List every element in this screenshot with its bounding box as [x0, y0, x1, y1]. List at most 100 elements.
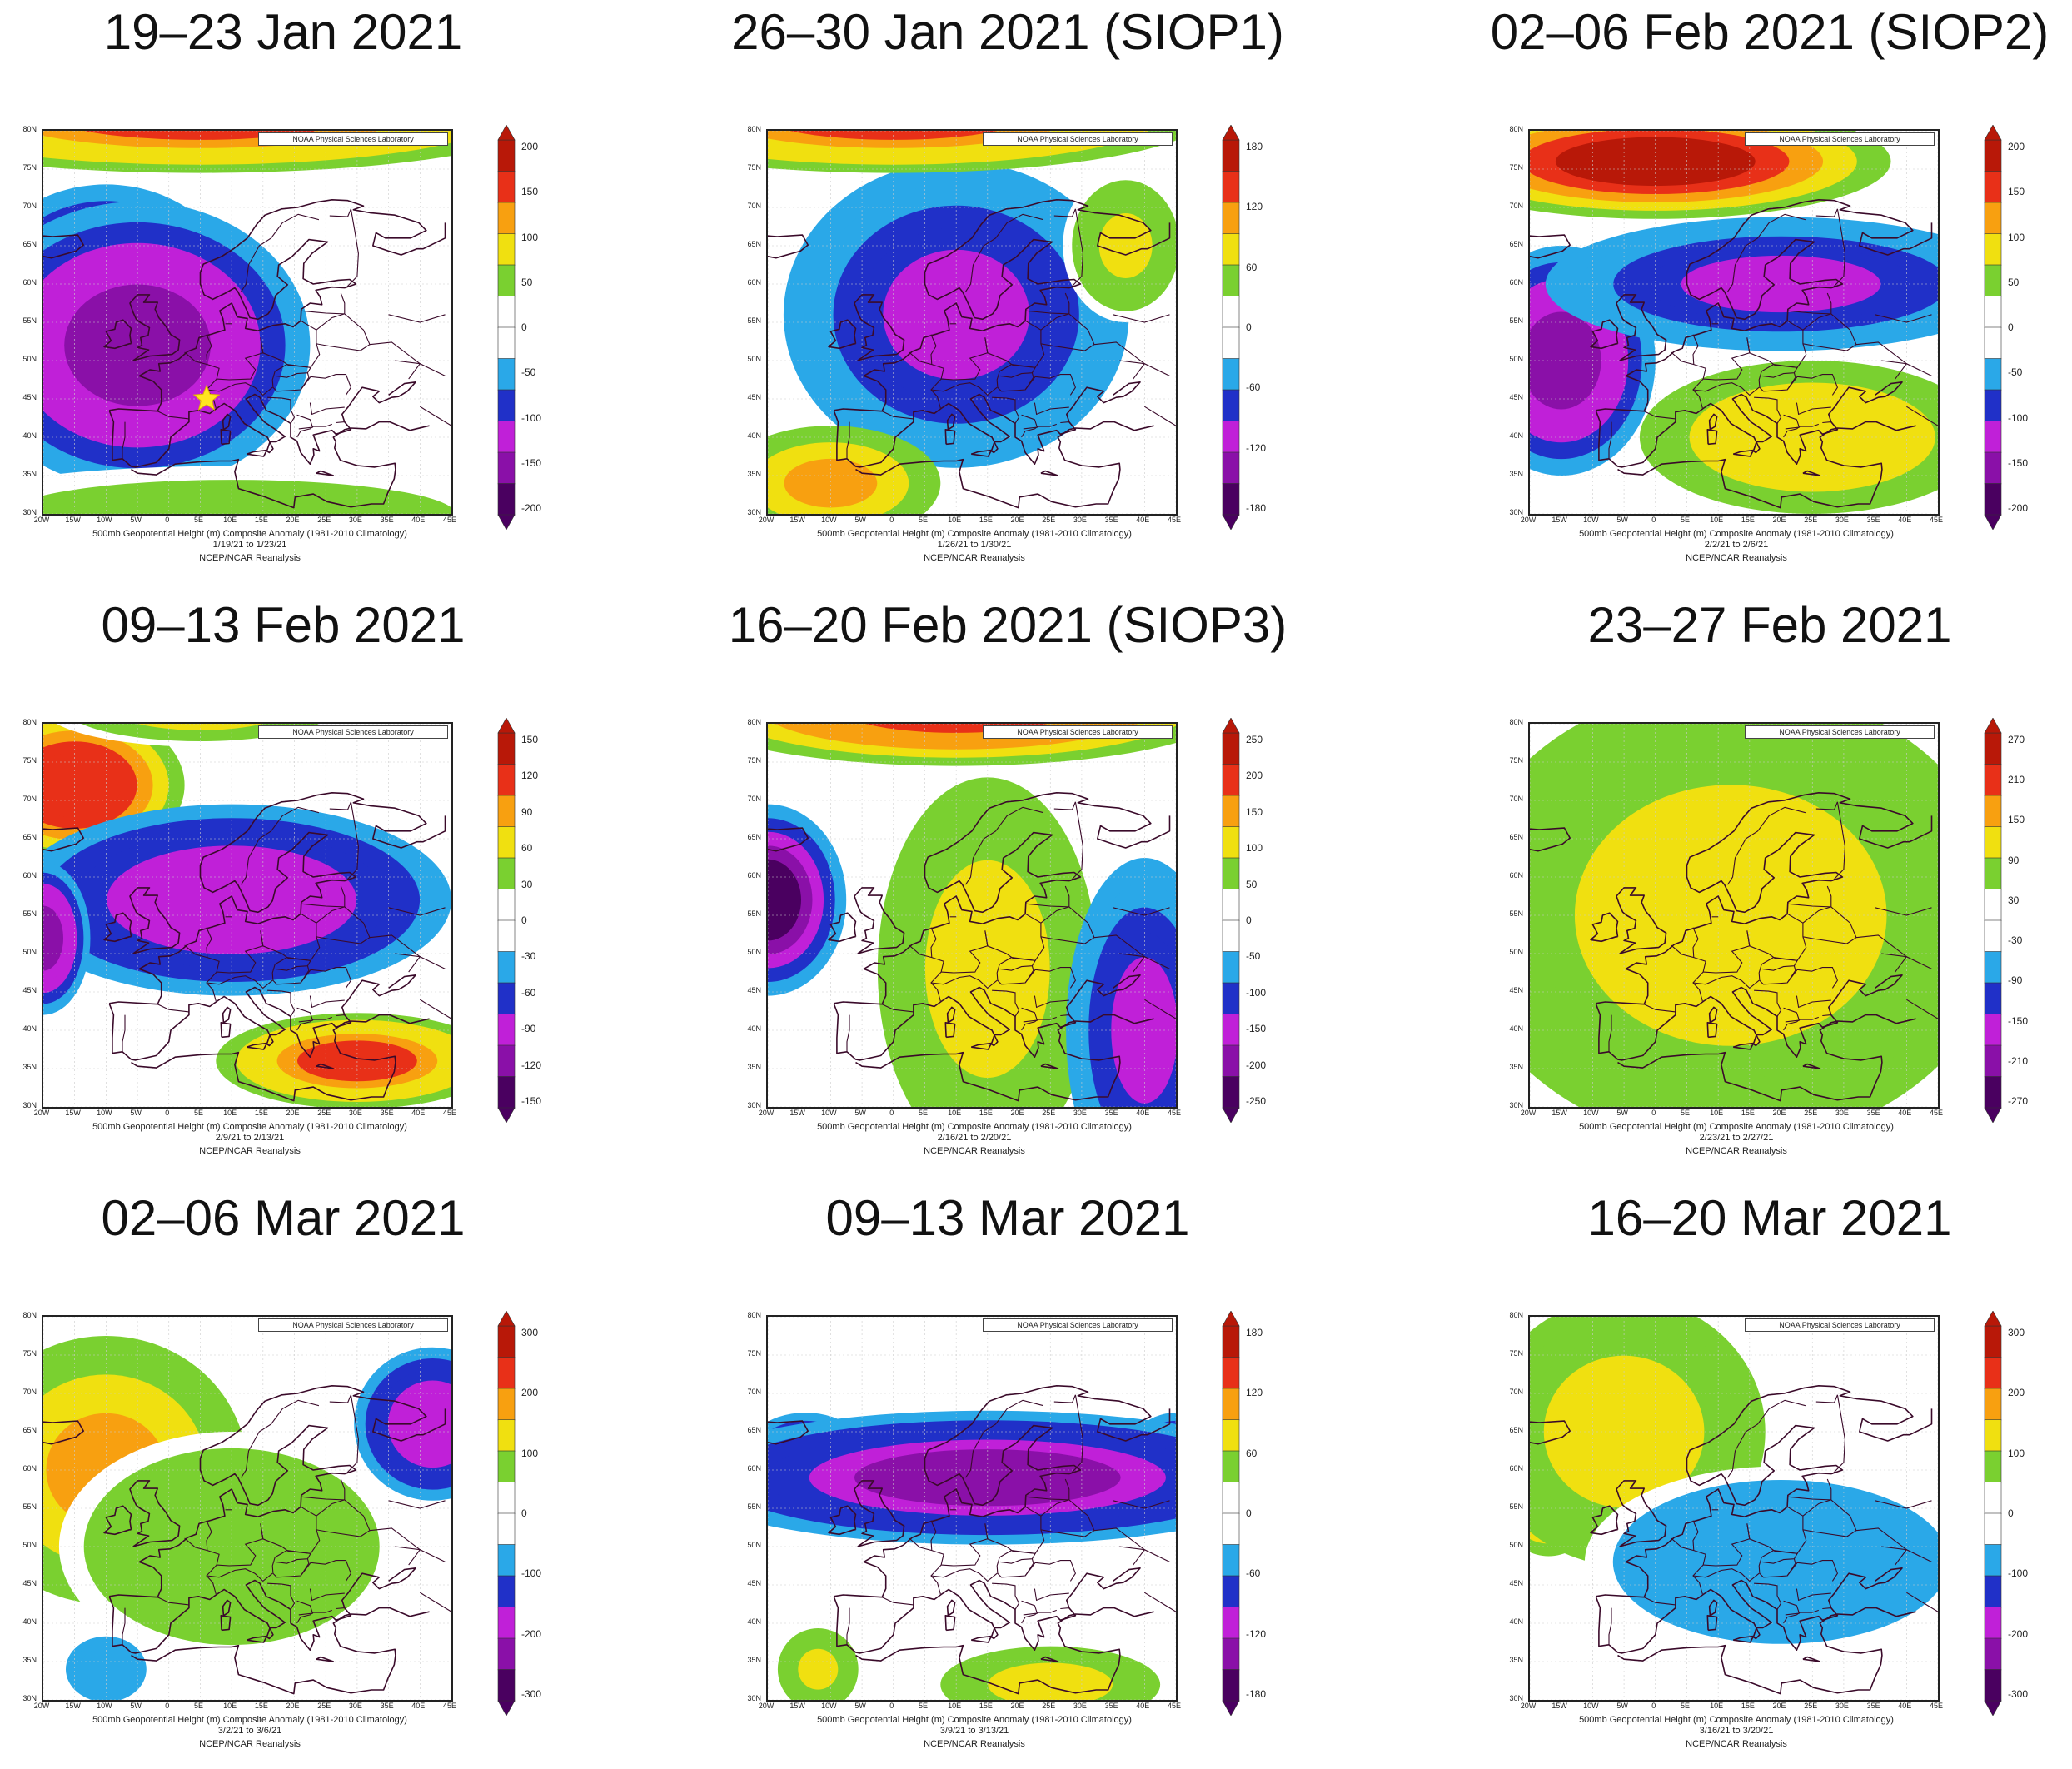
longitude-tick-label: 20E: [1772, 1702, 1786, 1710]
country-border: [206, 382, 256, 392]
country-border: [1692, 1520, 1699, 1551]
colorbar-tick-label: -30: [2008, 934, 2023, 947]
colorbar-segment: [1984, 296, 2002, 328]
latitude-tick-label: 35N: [22, 1656, 37, 1664]
longitude-tick-label: 5W: [130, 1702, 142, 1710]
colorbar-tick-label: 150: [521, 734, 539, 745]
latitude-tick-label: 75N: [22, 163, 37, 172]
latitude-tick-label: 30N: [747, 1101, 761, 1109]
country-border: [395, 360, 446, 376]
country-border: [1832, 1394, 1845, 1474]
country-border: [1692, 334, 1699, 365]
coastline: [1732, 1635, 1755, 1643]
longitude-tick-label: 35E: [380, 1702, 394, 1710]
colorbar-segment: [1984, 1076, 2002, 1109]
colorbar-segment: [497, 326, 516, 360]
anomaly-map-svg: [43, 724, 451, 1107]
colorbar-tick-label: 180: [1246, 1327, 1263, 1338]
map-panel: 09–13 Mar 2021 NOAA Physical Sciences Lab…: [725, 1186, 1391, 1761]
country-border: [1608, 421, 1612, 459]
coastline: [1530, 234, 1571, 259]
colorbar-segment: [1222, 1607, 1240, 1639]
country-border: [992, 989, 1020, 1017]
coastline: [246, 1042, 268, 1050]
country-border: [420, 999, 451, 1019]
map-panel: 16–20 Feb 2021 (SIOP3) NOAA Physical Scie…: [725, 593, 1391, 1168]
colorbar-segment: [1984, 389, 2002, 422]
latitude-tick-label: 30N: [747, 508, 761, 516]
country-border: [1830, 313, 1857, 345]
colorbar-tick-label: 100: [521, 1447, 539, 1459]
anomaly-map: [766, 129, 1178, 516]
longitude-tick-label: 5E: [918, 1702, 928, 1710]
longitude-tick-label: 0: [889, 516, 894, 524]
coastline: [1706, 429, 1718, 446]
latitude-tick-label: 55N: [747, 1502, 761, 1511]
country-border: [241, 213, 320, 292]
colorbar-tick-label: -100: [2008, 1567, 2029, 1580]
colorbar-top-arrow: [1984, 1311, 2002, 1327]
colorbar-segment: [497, 1482, 516, 1514]
negative-anomaly-band: [86, 1652, 127, 1686]
panel-title: 09–13 Mar 2021: [825, 1190, 1190, 1246]
date-range-caption: 2/2/21 to 2/6/21: [1704, 540, 1769, 550]
country-border: [1024, 1560, 1077, 1582]
colorbar-segment: [1984, 421, 2002, 453]
longitude-tick-label: 25E: [317, 1702, 331, 1710]
coastline: [970, 1042, 993, 1050]
longitude-tick-label: 10E: [948, 516, 962, 524]
country-border: [1608, 1014, 1612, 1052]
colorbar-segment: [497, 1357, 516, 1389]
longitude-tick-label: 20W: [1520, 516, 1537, 524]
noaa-source-badge: NOAA Physical Sciences Laboratory: [1745, 725, 1935, 739]
country-border: [1060, 421, 1069, 424]
country-border: [309, 995, 345, 1009]
colorbar-segment: [497, 919, 516, 953]
colorbar-segment: [497, 483, 516, 516]
colorbar-tick-label: 50: [521, 276, 533, 288]
latitude-tick-label: 40N: [1509, 1024, 1523, 1033]
coastline: [956, 421, 1154, 509]
colorbar-tick-label: -30: [521, 950, 536, 963]
colorbar-tick-label: -60: [1246, 1567, 1261, 1580]
longitude-tick-label: 15E: [979, 1702, 993, 1710]
country-border: [1034, 402, 1069, 416]
latitude-tick-label: 50N: [22, 948, 37, 956]
country-border: [157, 1597, 189, 1606]
longitude-tick-label: 20E: [286, 516, 300, 524]
latitude-tick-label: 30N: [747, 1694, 761, 1702]
colorbar-segment: [497, 1669, 516, 1702]
country-border: [1881, 360, 1932, 376]
country-border: [122, 1607, 126, 1645]
negative-anomaly-band: [854, 1449, 1121, 1507]
colorbar-tick-label: 150: [521, 186, 539, 198]
latitude-tick-label: 45N: [22, 986, 37, 994]
variable-caption: 500mb Geopotential Height (m) Composite …: [92, 529, 407, 539]
longitude-tick-label: 20E: [1010, 1109, 1024, 1117]
colorbar-segment: [1984, 951, 2002, 984]
latitude-tick-label: 80N: [747, 718, 761, 726]
latitude-tick-label: 70N: [22, 202, 37, 210]
country-border: [1783, 1609, 1819, 1624]
country-border: [1822, 1014, 1831, 1017]
coastline: [1617, 1053, 1719, 1069]
positive-anomaly-band: [1739, 405, 1886, 470]
country-border: [1643, 1004, 1676, 1013]
country-border: [184, 944, 220, 1002]
noaa-source-badge: NOAA Physical Sciences Laboratory: [258, 132, 448, 146]
country-border: [1815, 208, 1838, 217]
coastline: [220, 1022, 232, 1039]
longitude-tick-label: 20E: [1010, 516, 1024, 524]
colorbar-tick-label: -50: [521, 366, 536, 379]
latitude-tick-label: 65N: [1509, 833, 1523, 841]
country-border: [344, 1499, 371, 1531]
colorbar: [1222, 125, 1240, 530]
coastline: [246, 1635, 268, 1643]
colorbar-bottom-arrow: [1984, 514, 2002, 530]
coastline: [1732, 449, 1755, 457]
country-border: [1754, 1582, 1782, 1610]
longitude-tick-label: 5W: [1616, 1702, 1628, 1710]
longitude-tick-label: 5W: [854, 516, 866, 524]
latitude-tick-label: 75N: [747, 1349, 761, 1358]
colorbar-segment: [1222, 451, 1240, 485]
